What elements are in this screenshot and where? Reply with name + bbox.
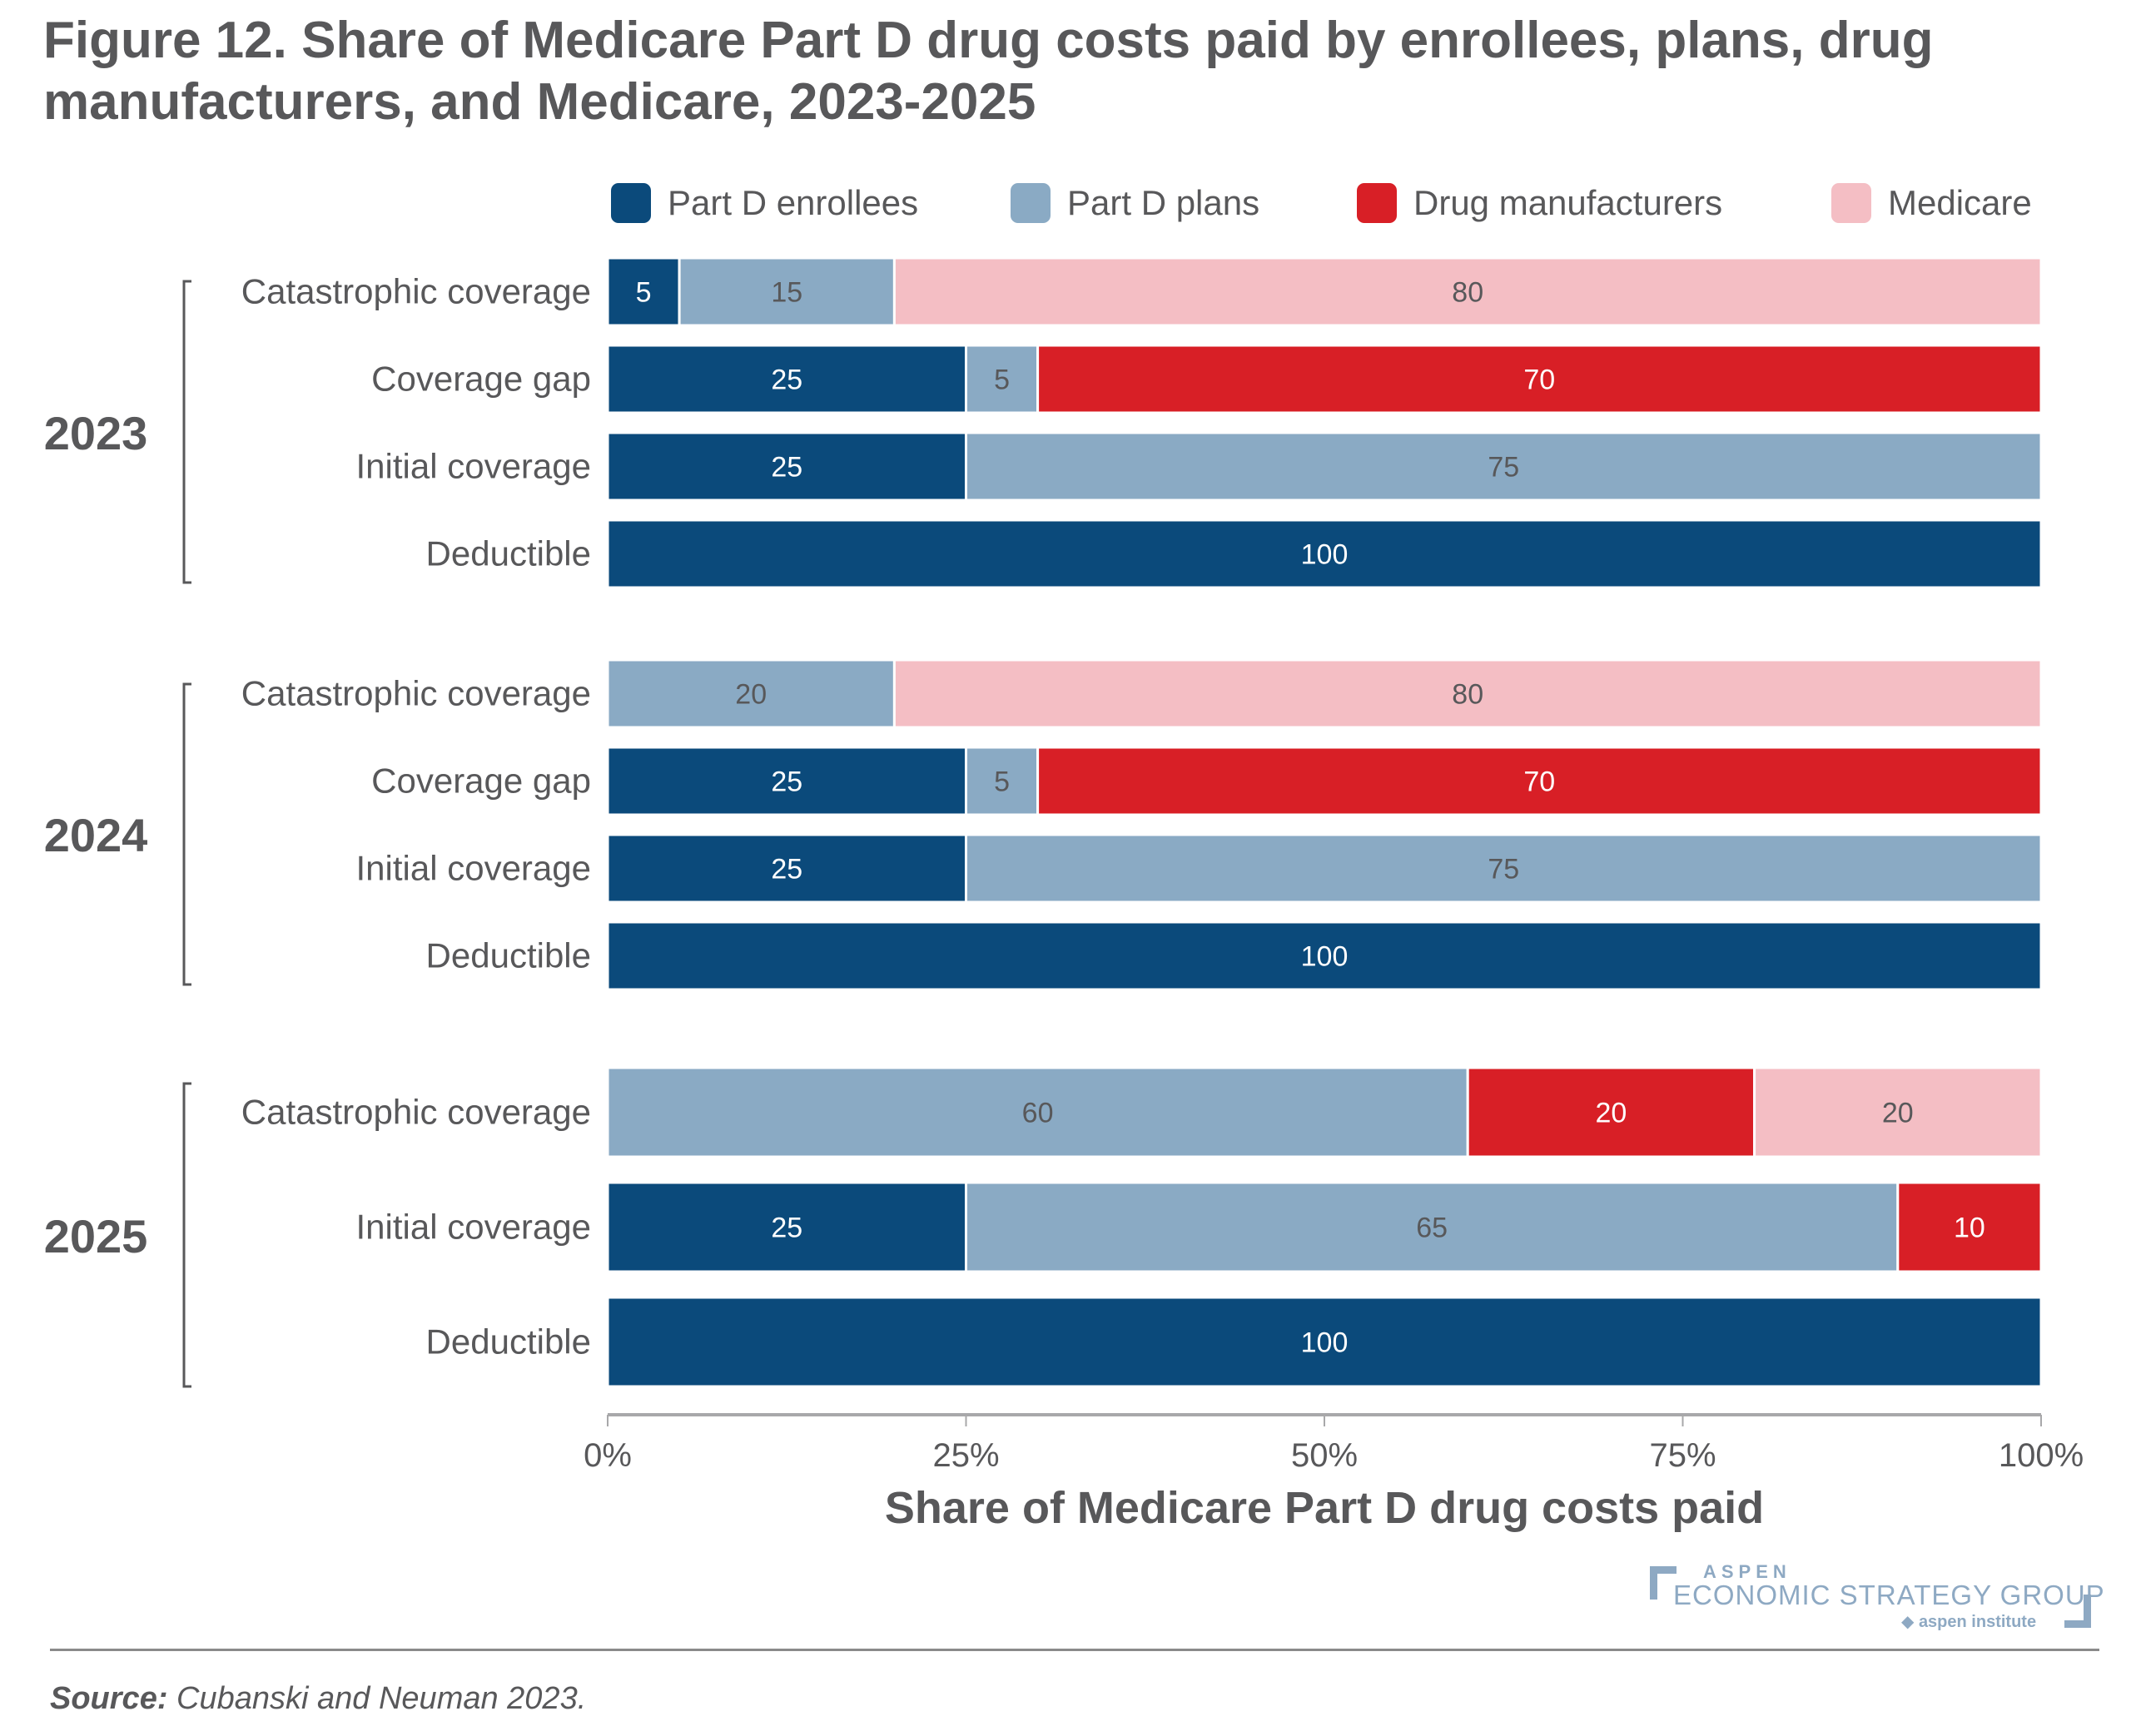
- data-label-enrollees: 25: [771, 766, 802, 798]
- category-label: Deductible: [426, 936, 591, 975]
- bar-segment-plans: [606, 1066, 1469, 1158]
- bar-segment-plans: [965, 833, 2043, 904]
- bar-segment-enrollees: [606, 746, 967, 816]
- data-label-plans: 75: [1488, 854, 1519, 885]
- data-label-plans: 15: [771, 277, 802, 309]
- legend-swatch-enrollees: [611, 183, 651, 223]
- legend-label: Drug manufacturers: [1413, 183, 1723, 222]
- category-label: Initial coverage: [356, 849, 592, 888]
- year-label-2024: 2024: [44, 809, 148, 861]
- data-label-manufacturers: 70: [1523, 766, 1555, 798]
- logo-institute-text: aspen institute: [1918, 1613, 2037, 1631]
- bar-segment-plans: [965, 431, 2043, 502]
- category-label: Catastrophic coverage: [241, 674, 591, 713]
- category-label: Deductible: [426, 534, 591, 573]
- data-label-enrollees: 25: [771, 365, 802, 396]
- category-label: Deductible: [426, 1322, 591, 1362]
- bar-segment-manufacturers: [1896, 1181, 2043, 1273]
- category-label: Catastrophic coverage: [241, 272, 591, 311]
- logo-corner-icon: [2064, 1595, 2091, 1628]
- data-label-enrollees: 5: [636, 277, 652, 309]
- year-bracket: [182, 280, 191, 584]
- legend-item-manufacturers: Drug manufacturers: [1357, 178, 1722, 228]
- bar-segment-medicare: [892, 256, 2043, 327]
- x-tick-label: 0%: [584, 1437, 632, 1474]
- category-label: Initial coverage: [356, 1208, 592, 1247]
- data-label-plans: 20: [735, 679, 767, 711]
- data-label-medicare: 20: [1882, 1098, 1914, 1129]
- legend-label: Part D plans: [1067, 183, 1260, 222]
- year-bracket: [182, 682, 191, 986]
- bar-segment-plans: [965, 344, 1040, 414]
- year-label-2023: 2023: [44, 407, 148, 459]
- category-label: Initial coverage: [356, 447, 592, 486]
- data-label-enrollees: 25: [771, 452, 802, 484]
- bar-segment-enrollees: [606, 920, 2043, 991]
- legend-item-medicare: Medicare: [1831, 178, 2032, 228]
- bar-segment-enrollees: [606, 344, 967, 414]
- data-label-enrollees: 100: [1301, 539, 1349, 571]
- bar-segment-manufacturers: [1036, 746, 2043, 816]
- bar-segment-medicare: [1753, 1066, 2043, 1158]
- source-label: Source:: [50, 1681, 168, 1716]
- category-label: Coverage gap: [371, 360, 591, 399]
- data-label-medicare: 80: [1452, 679, 1483, 711]
- x-tick-label: 50%: [1291, 1437, 1358, 1474]
- category-label: Coverage gap: [371, 761, 591, 801]
- data-label-plans: 60: [1022, 1098, 1054, 1129]
- legend-swatch-medicare: [1831, 183, 1871, 223]
- category-label: Catastrophic coverage: [241, 1093, 591, 1132]
- bar-segment-enrollees: [606, 833, 967, 904]
- bar-segment-medicare: [892, 658, 2043, 729]
- x-tick-label: 25%: [932, 1437, 999, 1474]
- year-label-2025: 2025: [44, 1210, 148, 1262]
- legend-swatch-manufacturers: [1357, 183, 1397, 223]
- legend-item-plans: Part D plans: [1011, 178, 1259, 228]
- bar-segment-enrollees: [606, 518, 2043, 589]
- x-tick-label: 100%: [1999, 1437, 2084, 1474]
- x-axis-title: Share of Medicare Part D drug costs paid: [885, 1483, 1764, 1533]
- bar-segment-plans: [965, 746, 1040, 816]
- legend-item-enrollees: Part D enrollees: [611, 178, 918, 228]
- legend-label: Part D enrollees: [668, 183, 919, 222]
- logo-esg: ECONOMIC STRATEGY GROUP: [1673, 1580, 2105, 1610]
- aspen-esg-logo: ASPEN ECONOMIC STRATEGY GROUP ◆ aspen in…: [1650, 1561, 2104, 1632]
- source-text: Cubanski and Neuman 2023.: [167, 1681, 587, 1716]
- bar-segment-manufacturers: [1036, 344, 2043, 414]
- data-label-enrollees: 100: [1301, 941, 1349, 973]
- footer-divider: [50, 1649, 2099, 1651]
- data-label-enrollees: 25: [771, 854, 802, 885]
- logo-aspen: ASPEN: [1703, 1561, 1791, 1582]
- bar-segment-plans: [965, 1181, 1900, 1273]
- stacked-bar-chart: 2023 Catastrophic coverage 5 15 80 Coverage g…: [44, 256, 2084, 1533]
- data-label-manufacturers: 20: [1595, 1098, 1627, 1129]
- bar-segment-enrollees: [606, 431, 967, 502]
- data-label-plans: 75: [1488, 452, 1519, 484]
- bar-segment-manufacturers: [1466, 1066, 1756, 1158]
- x-tick-label: 75%: [1649, 1437, 1716, 1474]
- data-label-plans: 5: [994, 365, 1010, 396]
- data-label-plans: 5: [994, 766, 1010, 798]
- leaf-icon: ◆: [1901, 1613, 1919, 1631]
- logo-institute: ◆ aspen institute: [1901, 1611, 2036, 1632]
- logo-corner-icon: [1650, 1566, 1676, 1600]
- data-label-enrollees: 25: [771, 1213, 802, 1244]
- bar-segment-enrollees: [606, 1296, 2043, 1388]
- bar-segment-enrollees: [606, 1181, 967, 1273]
- data-label-manufacturers: 70: [1523, 365, 1555, 396]
- data-label-plans: 65: [1416, 1213, 1448, 1244]
- year-bracket: [182, 1082, 191, 1388]
- legend-label: Medicare: [1888, 183, 2032, 222]
- data-label-manufacturers: 10: [1954, 1213, 1985, 1244]
- data-label-medicare: 80: [1452, 277, 1483, 309]
- source-note: Source: Cubanski and Neuman 2023.: [50, 1681, 586, 1717]
- figure-title: Figure 12. Share of Medicare Part D drug…: [43, 12, 1934, 131]
- legend-swatch-plans: [1011, 183, 1051, 223]
- data-label-enrollees: 100: [1301, 1327, 1349, 1359]
